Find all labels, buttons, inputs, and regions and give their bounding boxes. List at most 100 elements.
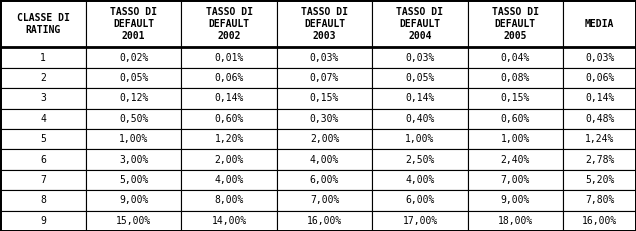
Text: TASSO DI
DEFAULT
2005: TASSO DI DEFAULT 2005 [492, 7, 539, 41]
Text: 9,00%: 9,00% [119, 195, 148, 205]
Bar [277, 68, 372, 88]
Bar [181, 0, 277, 47]
Text: 5,00%: 5,00% [119, 175, 148, 185]
Bar [563, 88, 636, 109]
Text: 0,15%: 0,15% [310, 93, 339, 103]
Text: 0,60%: 0,60% [501, 114, 530, 124]
Bar [372, 190, 467, 211]
Bar [372, 0, 467, 47]
Bar [372, 109, 467, 129]
Bar [86, 170, 181, 190]
Bar [181, 190, 277, 211]
Bar [86, 109, 181, 129]
Bar [563, 149, 636, 170]
Text: TASSO DI
DEFAULT
2003: TASSO DI DEFAULT 2003 [301, 7, 348, 41]
Bar [0, 170, 86, 190]
Text: 0,60%: 0,60% [214, 114, 244, 124]
Bar [467, 149, 563, 170]
Text: TASSO DI
DEFAULT
2001: TASSO DI DEFAULT 2001 [110, 7, 157, 41]
Text: 0,08%: 0,08% [501, 73, 530, 83]
Bar [277, 0, 372, 47]
Text: 0,03%: 0,03% [405, 53, 434, 63]
Bar [181, 129, 277, 149]
Bar [86, 190, 181, 211]
Text: 15,00%: 15,00% [116, 216, 151, 226]
Bar [0, 211, 86, 231]
Text: 6: 6 [40, 155, 46, 164]
Bar [372, 149, 467, 170]
Bar [563, 170, 636, 190]
Text: 0,15%: 0,15% [501, 93, 530, 103]
Bar [277, 88, 372, 109]
Bar [277, 149, 372, 170]
Text: 3,00%: 3,00% [119, 155, 148, 164]
Text: 8: 8 [40, 195, 46, 205]
Text: 4,00%: 4,00% [214, 175, 244, 185]
Bar [372, 211, 467, 231]
Bar [277, 170, 372, 190]
Bar [86, 88, 181, 109]
Bar [563, 109, 636, 129]
Bar [563, 190, 636, 211]
Text: 2: 2 [40, 73, 46, 83]
Text: 0,48%: 0,48% [585, 114, 614, 124]
Text: 0,03%: 0,03% [585, 53, 614, 63]
Bar [467, 47, 563, 68]
Bar [86, 211, 181, 231]
Bar [0, 68, 86, 88]
Text: 0,06%: 0,06% [214, 73, 244, 83]
Text: 6,00%: 6,00% [310, 175, 339, 185]
Text: 2,00%: 2,00% [310, 134, 339, 144]
Text: 5,20%: 5,20% [585, 175, 614, 185]
Bar [563, 0, 636, 47]
Bar [181, 88, 277, 109]
Text: 0,14%: 0,14% [405, 93, 434, 103]
Bar [181, 109, 277, 129]
Bar [277, 129, 372, 149]
Text: 4,00%: 4,00% [310, 155, 339, 164]
Bar [563, 211, 636, 231]
Bar [372, 170, 467, 190]
Bar [467, 88, 563, 109]
Bar [563, 129, 636, 149]
Text: TASSO DI
DEFAULT
2004: TASSO DI DEFAULT 2004 [396, 7, 443, 41]
Text: CLASSE DI
RATING: CLASSE DI RATING [17, 13, 69, 35]
Text: 1,00%: 1,00% [119, 134, 148, 144]
Text: 14,00%: 14,00% [212, 216, 247, 226]
Bar [0, 129, 86, 149]
Bar [0, 88, 86, 109]
Text: 5: 5 [40, 134, 46, 144]
Text: 0,14%: 0,14% [585, 93, 614, 103]
Text: 0,01%: 0,01% [214, 53, 244, 63]
Bar [372, 88, 467, 109]
Text: 1,00%: 1,00% [501, 134, 530, 144]
Text: 0,12%: 0,12% [119, 93, 148, 103]
Text: 7,00%: 7,00% [310, 195, 339, 205]
Text: 16,00%: 16,00% [582, 216, 617, 226]
Bar [277, 190, 372, 211]
Text: 1,24%: 1,24% [585, 134, 614, 144]
Text: 0,30%: 0,30% [310, 114, 339, 124]
Bar [0, 109, 86, 129]
Bar [372, 47, 467, 68]
Bar [563, 47, 636, 68]
Text: 1,00%: 1,00% [405, 134, 434, 144]
Text: 4: 4 [40, 114, 46, 124]
Bar [181, 170, 277, 190]
Text: 0,03%: 0,03% [310, 53, 339, 63]
Text: 0,40%: 0,40% [405, 114, 434, 124]
Text: 2,00%: 2,00% [214, 155, 244, 164]
Bar [372, 129, 467, 149]
Text: 0,14%: 0,14% [214, 93, 244, 103]
Text: 17,00%: 17,00% [403, 216, 438, 226]
Bar [372, 68, 467, 88]
Bar [181, 68, 277, 88]
Bar [181, 47, 277, 68]
Text: 1,20%: 1,20% [214, 134, 244, 144]
Text: 0,07%: 0,07% [310, 73, 339, 83]
Bar [467, 109, 563, 129]
Text: 0,02%: 0,02% [119, 53, 148, 63]
Bar [181, 211, 277, 231]
Text: 7,80%: 7,80% [585, 195, 614, 205]
Text: 4,00%: 4,00% [405, 175, 434, 185]
